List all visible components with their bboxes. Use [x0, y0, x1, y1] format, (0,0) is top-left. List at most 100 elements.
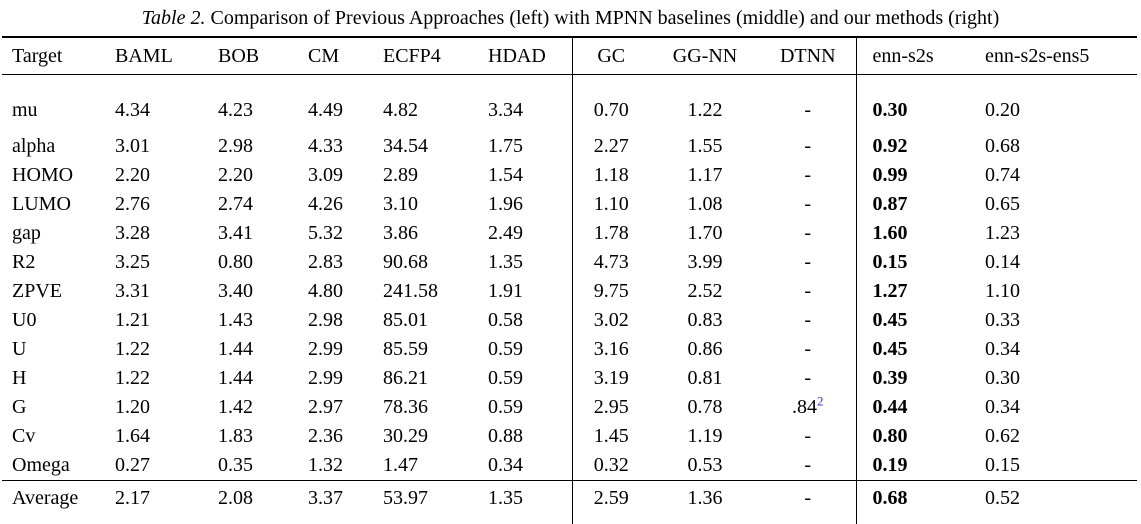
value-cell: 0.58 — [478, 306, 572, 335]
value-cell: 90.68 — [373, 248, 478, 277]
value-cell: 1.35 — [478, 481, 572, 524]
value-cell: 2.95 — [572, 393, 650, 422]
value-cell: 2.99 — [298, 364, 373, 393]
value-cell: 3.31 — [105, 277, 208, 306]
value-cell: 53.97 — [373, 481, 478, 524]
value-cell: 3.19 — [572, 364, 650, 393]
value-cell: 2.59 — [572, 481, 650, 524]
value-cell: 3.28 — [105, 219, 208, 248]
value-cell: 0.14 — [975, 248, 1137, 277]
row-label-cell: Average — [2, 481, 105, 524]
table-caption: Table 2. Comparison of Previous Approach… — [0, 7, 1141, 30]
col-header-bob: BOB — [208, 37, 298, 75]
row-label-cell: mu — [2, 75, 105, 133]
value-cell: - — [760, 422, 856, 451]
value-cell: - — [760, 190, 856, 219]
value-cell: 1.20 — [105, 393, 208, 422]
value-cell: 1.91 — [478, 277, 572, 306]
value-cell: 1.18 — [572, 161, 650, 190]
value-cell: 4.82 — [373, 75, 478, 133]
col-header-ecfp4: ECFP4 — [373, 37, 478, 75]
value-cell: 2.17 — [105, 481, 208, 524]
value-cell: 1.10 — [572, 190, 650, 219]
value-cell: 2.08 — [208, 481, 298, 524]
value-cell: - — [760, 248, 856, 277]
value-cell: 0.52 — [975, 481, 1137, 524]
value-cell: 2.98 — [298, 306, 373, 335]
value-cell: 1.27 — [856, 277, 975, 306]
value-cell: 3.09 — [298, 161, 373, 190]
value-cell: 1.22 — [105, 364, 208, 393]
value-cell: 1.43 — [208, 306, 298, 335]
col-header-target: Target — [2, 37, 105, 75]
value-cell: 1.54 — [478, 161, 572, 190]
value-cell: 4.34 — [105, 75, 208, 133]
value-cell: 1.75 — [478, 132, 572, 161]
value-cell: - — [760, 161, 856, 190]
row-label-cell: U — [2, 335, 105, 364]
value-cell: 1.83 — [208, 422, 298, 451]
value-cell: - — [760, 481, 856, 524]
value-cell: 3.02 — [572, 306, 650, 335]
value-cell: 0.87 — [856, 190, 975, 219]
value-cell: 0.27 — [105, 451, 208, 481]
value-cell: 1.44 — [208, 335, 298, 364]
value-cell: 1.42 — [208, 393, 298, 422]
row-label-cell: gap — [2, 219, 105, 248]
value-cell: 2.99 — [298, 335, 373, 364]
value-cell: 2.20 — [105, 161, 208, 190]
value-cell: 4.33 — [298, 132, 373, 161]
value-cell: 3.01 — [105, 132, 208, 161]
value-cell: 0.92 — [856, 132, 975, 161]
value-cell: 0.34 — [478, 451, 572, 481]
value-cell: 1.36 — [650, 481, 760, 524]
value-cell: 1.23 — [975, 219, 1137, 248]
value-cell: 2.27 — [572, 132, 650, 161]
value-cell: 0.80 — [208, 248, 298, 277]
value-cell: 5.32 — [298, 219, 373, 248]
value-cell: 85.01 — [373, 306, 478, 335]
value-cell: 0.44 — [856, 393, 975, 422]
value-cell: 2.49 — [478, 219, 572, 248]
value-cell: 0.34 — [975, 393, 1137, 422]
value-cell: 3.16 — [572, 335, 650, 364]
row-label-cell: alpha — [2, 132, 105, 161]
value-cell: 1.22 — [650, 75, 760, 133]
col-header-enn-s2s-ens5: enn-s2s-ens5 — [975, 37, 1137, 75]
value-cell: 1.10 — [975, 277, 1137, 306]
value-cell: 3.34 — [478, 75, 572, 133]
value-cell: 0.80 — [856, 422, 975, 451]
caption-label: Table 2. — [142, 7, 206, 29]
value-cell: 241.58 — [373, 277, 478, 306]
header-row: Target BAML BOB CM ECFP4 HDAD GC GG-NN D… — [2, 37, 1137, 75]
value-cell: 9.75 — [572, 277, 650, 306]
value-cell: 1.70 — [650, 219, 760, 248]
footnote-ref-link[interactable]: 2 — [817, 393, 824, 408]
value-cell: - — [760, 335, 856, 364]
value-cell: 4.26 — [298, 190, 373, 219]
value-cell: 1.08 — [650, 190, 760, 219]
col-header-gc: GC — [572, 37, 650, 75]
value-cell: 0.45 — [856, 306, 975, 335]
value-cell: - — [760, 306, 856, 335]
value-cell: 1.78 — [572, 219, 650, 248]
value-cell: 0.32 — [572, 451, 650, 481]
value-cell: 0.59 — [478, 335, 572, 364]
value-cell: 2.20 — [208, 161, 298, 190]
value-cell: 1.17 — [650, 161, 760, 190]
value-cell: 2.74 — [208, 190, 298, 219]
value-cell: 0.15 — [975, 451, 1137, 481]
value-cell: 1.47 — [373, 451, 478, 481]
value-cell: 0.45 — [856, 335, 975, 364]
row-label-cell: ZPVE — [2, 277, 105, 306]
value-cell: 0.34 — [975, 335, 1137, 364]
